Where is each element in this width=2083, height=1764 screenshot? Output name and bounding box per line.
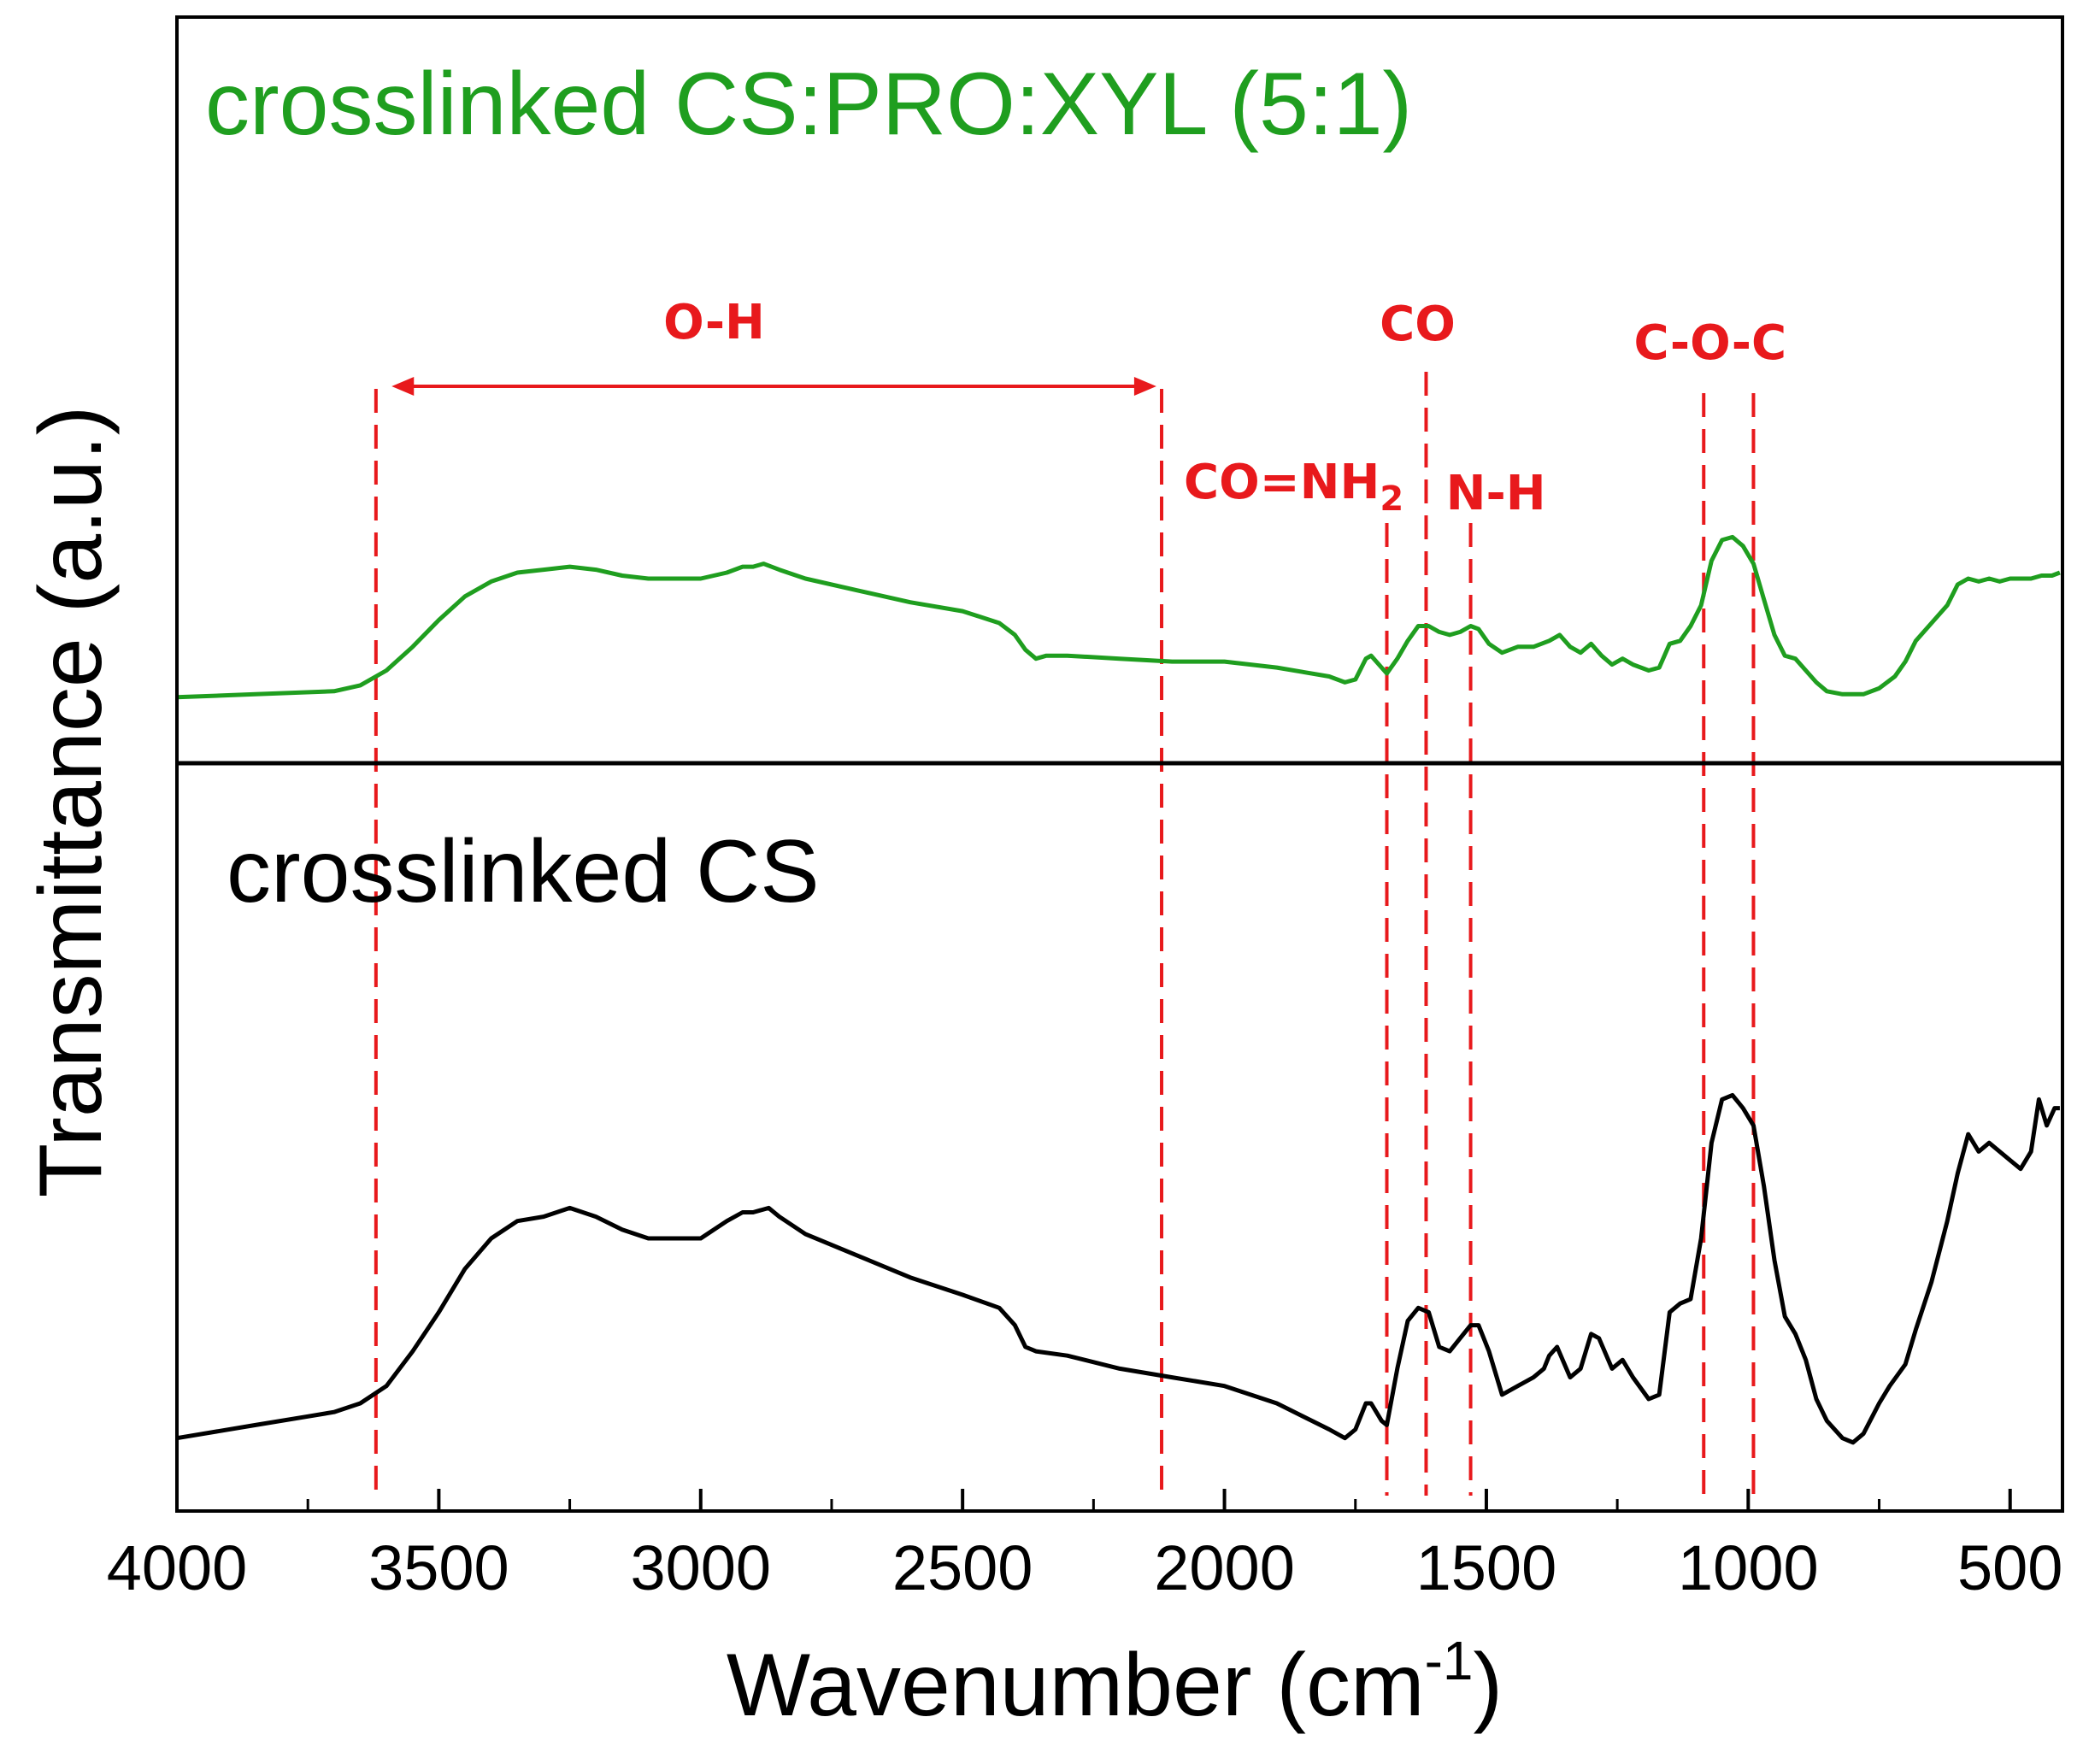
oh-arrow-left-head — [391, 377, 415, 396]
annotation-label-co-nh2: CO=NH2 — [1184, 455, 1403, 519]
x-axis-title-main: Wavenumber (cm — [727, 1636, 1425, 1735]
x-axis-title-superscript: -1 — [1425, 1630, 1474, 1691]
x-tick-label: 1000 — [1678, 1532, 1819, 1603]
co-nh2-main: CO=NH — [1184, 455, 1380, 510]
annotation-label-nh: N-H — [1446, 466, 1546, 521]
series-layer — [176, 534, 2061, 1445]
panel-labels: crosslinked CS:PRO:XYL (5:1) crosslinked … — [205, 55, 1412, 921]
annotation-label-co: CO — [1380, 297, 1456, 352]
x-tick-label: 2000 — [1154, 1532, 1295, 1603]
series-line-cs — [176, 1092, 2060, 1445]
annotation-labels: O-H CO C-O-C N-H CO=NH2 — [663, 295, 1786, 521]
x-tick-label: 4000 — [107, 1532, 248, 1603]
x-tick-label: 3500 — [368, 1532, 509, 1603]
x-tick-label: 1500 — [1416, 1532, 1557, 1603]
y-axis-title: Transmittance (a.u.) — [21, 406, 121, 1198]
panel-label-cs-pro-xyl: crosslinked CS:PRO:XYL (5:1) — [205, 55, 1412, 154]
x-tick-label: 2500 — [892, 1532, 1033, 1603]
x-axis-title: Wavenumber (cm-1) — [727, 1630, 1503, 1735]
co-nh2-subscript: 2 — [1380, 479, 1403, 519]
annotation-label-coc: C-O-C — [1634, 315, 1787, 371]
x-tick-label: 3000 — [630, 1532, 771, 1603]
annotation-lines — [374, 372, 1756, 1496]
series-line-cs-pro-xyl — [176, 534, 2061, 700]
plot-frame — [175, 15, 2064, 1513]
x-ticks: 4000 3500 3000 2500 2000 1500 1000 500 — [107, 1489, 2062, 1603]
oh-arrow-right-head — [1133, 377, 1156, 396]
x-tick-label: 500 — [1957, 1532, 2062, 1603]
x-axis-title-close: ) — [1474, 1636, 1503, 1735]
annotation-label-oh: O-H — [663, 295, 765, 350]
panel-label-cs: crosslinked CS — [227, 822, 820, 921]
